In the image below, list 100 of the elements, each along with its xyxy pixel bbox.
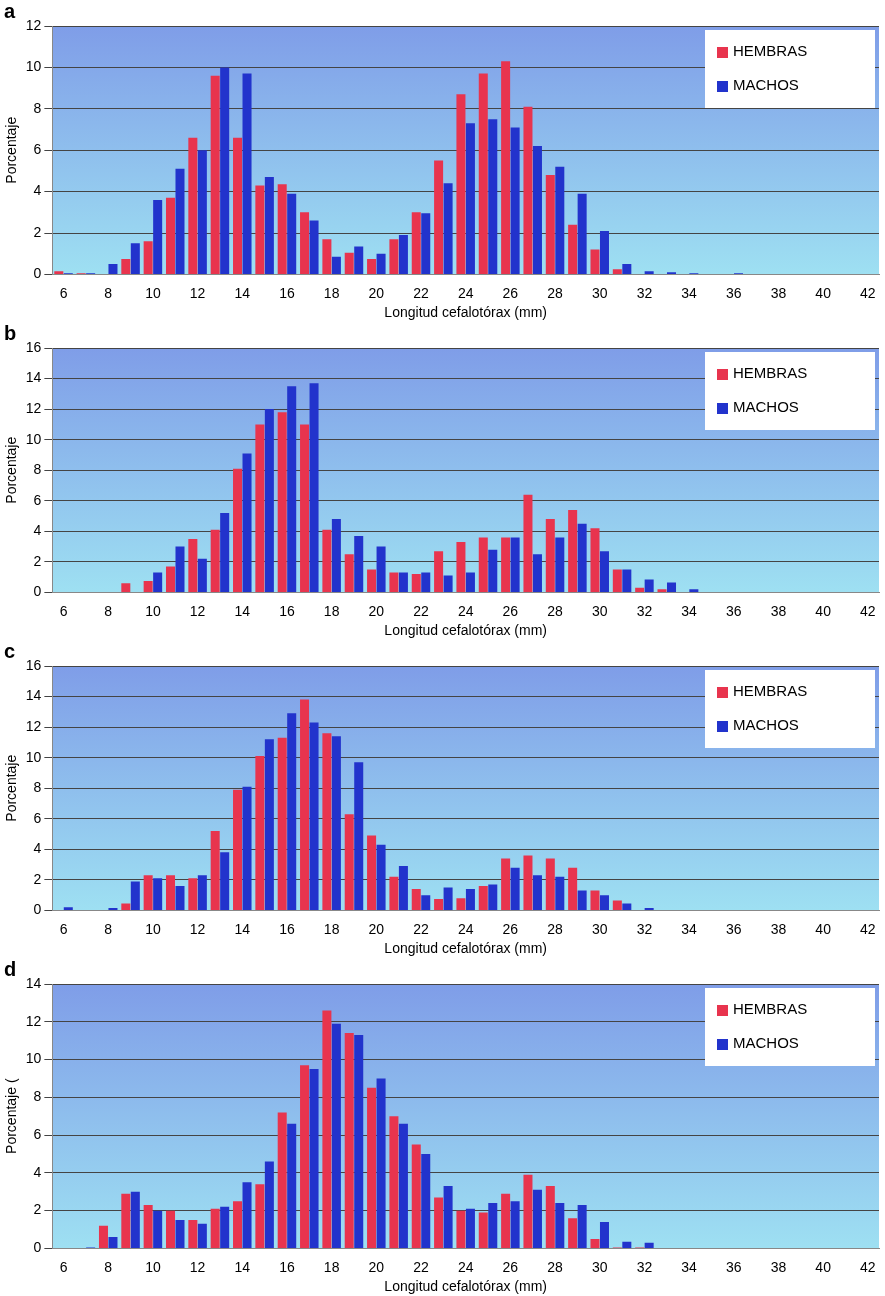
bar <box>264 409 274 592</box>
bar <box>465 1208 475 1248</box>
x-tick-label: 32 <box>636 602 653 619</box>
legend-label: HEMBRAS <box>733 682 808 700</box>
y-tick-label: 12 <box>25 399 42 416</box>
bar <box>510 127 520 274</box>
bar <box>233 468 243 592</box>
bar <box>590 1238 600 1248</box>
bar <box>277 184 287 274</box>
bar <box>443 575 453 592</box>
bar <box>220 852 230 910</box>
bar <box>545 858 555 910</box>
bar <box>165 875 176 910</box>
y-tick-label: 6 <box>33 141 42 158</box>
bar <box>143 241 153 274</box>
bar <box>264 739 274 910</box>
bar <box>197 875 207 910</box>
x-tick-label: 24 <box>457 602 474 619</box>
y-tick-label: 8 <box>33 1088 42 1105</box>
chart-title: a <box>4 0 16 22</box>
x-tick-label: 26 <box>502 602 519 619</box>
bar <box>277 412 287 592</box>
x-axis-title: Longitud cefalotórax (mm) <box>384 1278 548 1295</box>
bar <box>233 789 243 910</box>
y-tick-label: 10 <box>25 748 42 765</box>
bar <box>300 212 310 274</box>
x-tick-label: 30 <box>591 284 608 301</box>
bar <box>510 537 520 592</box>
x-tick-label: 22 <box>413 1258 429 1275</box>
legend-label: HEMBRAS <box>733 42 808 60</box>
bar <box>242 786 252 910</box>
x-tick-label: 18 <box>323 602 340 619</box>
bar <box>153 1210 163 1248</box>
bar <box>421 1153 431 1248</box>
bar <box>657 589 667 592</box>
x-tick-label: 40 <box>815 920 832 937</box>
bar <box>622 903 632 910</box>
y-axis-title: Porcentaje <box>3 116 20 184</box>
x-tick-label: 14 <box>234 284 251 301</box>
x-tick-label: 12 <box>189 602 206 619</box>
bar <box>121 583 131 592</box>
bar <box>421 895 431 910</box>
bar <box>389 239 399 274</box>
bar <box>478 537 488 592</box>
y-tick-label: 0 <box>33 901 42 918</box>
y-tick-label: 2 <box>33 1201 42 1218</box>
x-tick-label: 24 <box>457 1258 474 1275</box>
bar <box>264 1161 274 1248</box>
x-tick-label: 42 <box>860 284 876 301</box>
x-tick-label: 12 <box>189 1258 206 1275</box>
bar <box>197 558 207 592</box>
bar <box>434 160 444 274</box>
x-tick-label: 42 <box>860 602 876 619</box>
bar <box>434 1197 444 1248</box>
bar <box>577 523 587 592</box>
bar <box>188 538 198 592</box>
bar <box>622 264 632 274</box>
x-tick-label: 40 <box>815 284 832 301</box>
bar <box>188 1220 198 1248</box>
bar <box>667 582 677 592</box>
bar <box>153 572 163 592</box>
bar <box>130 1191 140 1248</box>
bar <box>599 1221 609 1248</box>
bar <box>599 895 609 910</box>
bar <box>456 898 466 910</box>
bar <box>411 889 421 910</box>
y-tick-label: 4 <box>33 182 42 199</box>
bar <box>210 75 220 274</box>
bar <box>287 713 297 910</box>
bar <box>555 166 565 274</box>
y-tick-label: 4 <box>33 840 42 857</box>
bar <box>300 1065 310 1248</box>
bar <box>488 1203 498 1248</box>
bar <box>220 67 230 274</box>
bar <box>255 424 265 592</box>
bar <box>555 537 565 592</box>
y-tick-label: 16 <box>25 338 42 355</box>
bar <box>398 866 408 910</box>
bar <box>121 1193 131 1248</box>
bar <box>175 1220 185 1248</box>
legend-label: HEMBRAS <box>733 364 808 382</box>
bar <box>389 876 399 910</box>
bar <box>287 1123 297 1248</box>
bar <box>264 177 274 274</box>
bar <box>545 1186 555 1248</box>
x-tick-label: 22 <box>413 920 429 937</box>
legend-label: HEMBRAS <box>733 1000 808 1018</box>
bar <box>309 220 319 274</box>
bar <box>411 1144 421 1248</box>
bar <box>443 887 453 910</box>
bar <box>376 546 386 592</box>
bar <box>165 1210 176 1248</box>
bar <box>478 885 488 910</box>
x-tick-label: 18 <box>323 1258 340 1275</box>
bar <box>344 252 354 274</box>
bar <box>376 844 386 910</box>
bar <box>398 1123 408 1248</box>
x-tick-label: 36 <box>725 920 742 937</box>
bar <box>153 878 163 910</box>
x-tick-label: 26 <box>502 1258 519 1275</box>
